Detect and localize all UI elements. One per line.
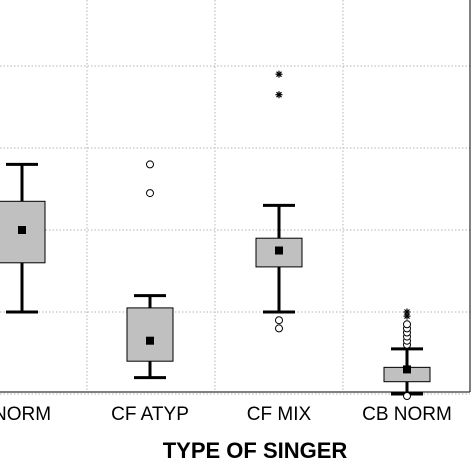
extreme-point-1 — [275, 70, 283, 78]
mean-marker — [403, 365, 411, 374]
mean-marker — [146, 336, 154, 345]
x-axis-title: TYPE OF SINGER — [163, 438, 348, 463]
outlier-point-6 — [403, 320, 411, 329]
x-tick-label-2: CF MIX — [247, 404, 312, 425]
boxes-layer — [0, 70, 431, 401]
outlier-point-0 — [146, 189, 154, 198]
plot-frame — [0, 0, 471, 393]
extreme-point-1 — [403, 308, 411, 316]
box-group-3 — [383, 308, 431, 401]
x-tick-label-3: CB NORM — [362, 404, 452, 425]
mean-marker — [18, 226, 26, 234]
extreme-stroke-3 — [276, 71, 282, 78]
box-group-1 — [126, 160, 174, 380]
outlier-point-1 — [146, 160, 154, 169]
outlier-point-1 — [275, 316, 283, 325]
outlier-point-0 — [275, 324, 283, 333]
outlier-point-0 — [403, 392, 411, 401]
iqr-box — [126, 307, 174, 362]
box-group-2 — [255, 70, 303, 333]
x-tick-label-1: CF ATYP — [111, 404, 189, 425]
grid-layer — [0, 0, 470, 395]
extreme-point-0 — [275, 91, 283, 99]
extreme-stroke-3 — [404, 309, 410, 315]
box-group-0 — [0, 162, 46, 314]
x-tick-label-0: NORM — [0, 404, 51, 425]
extreme-stroke-3 — [276, 91, 282, 98]
x-tick-labels: NORM CF ATYP CF MIX CB NORM — [0, 404, 452, 425]
mean-marker — [275, 246, 283, 255]
